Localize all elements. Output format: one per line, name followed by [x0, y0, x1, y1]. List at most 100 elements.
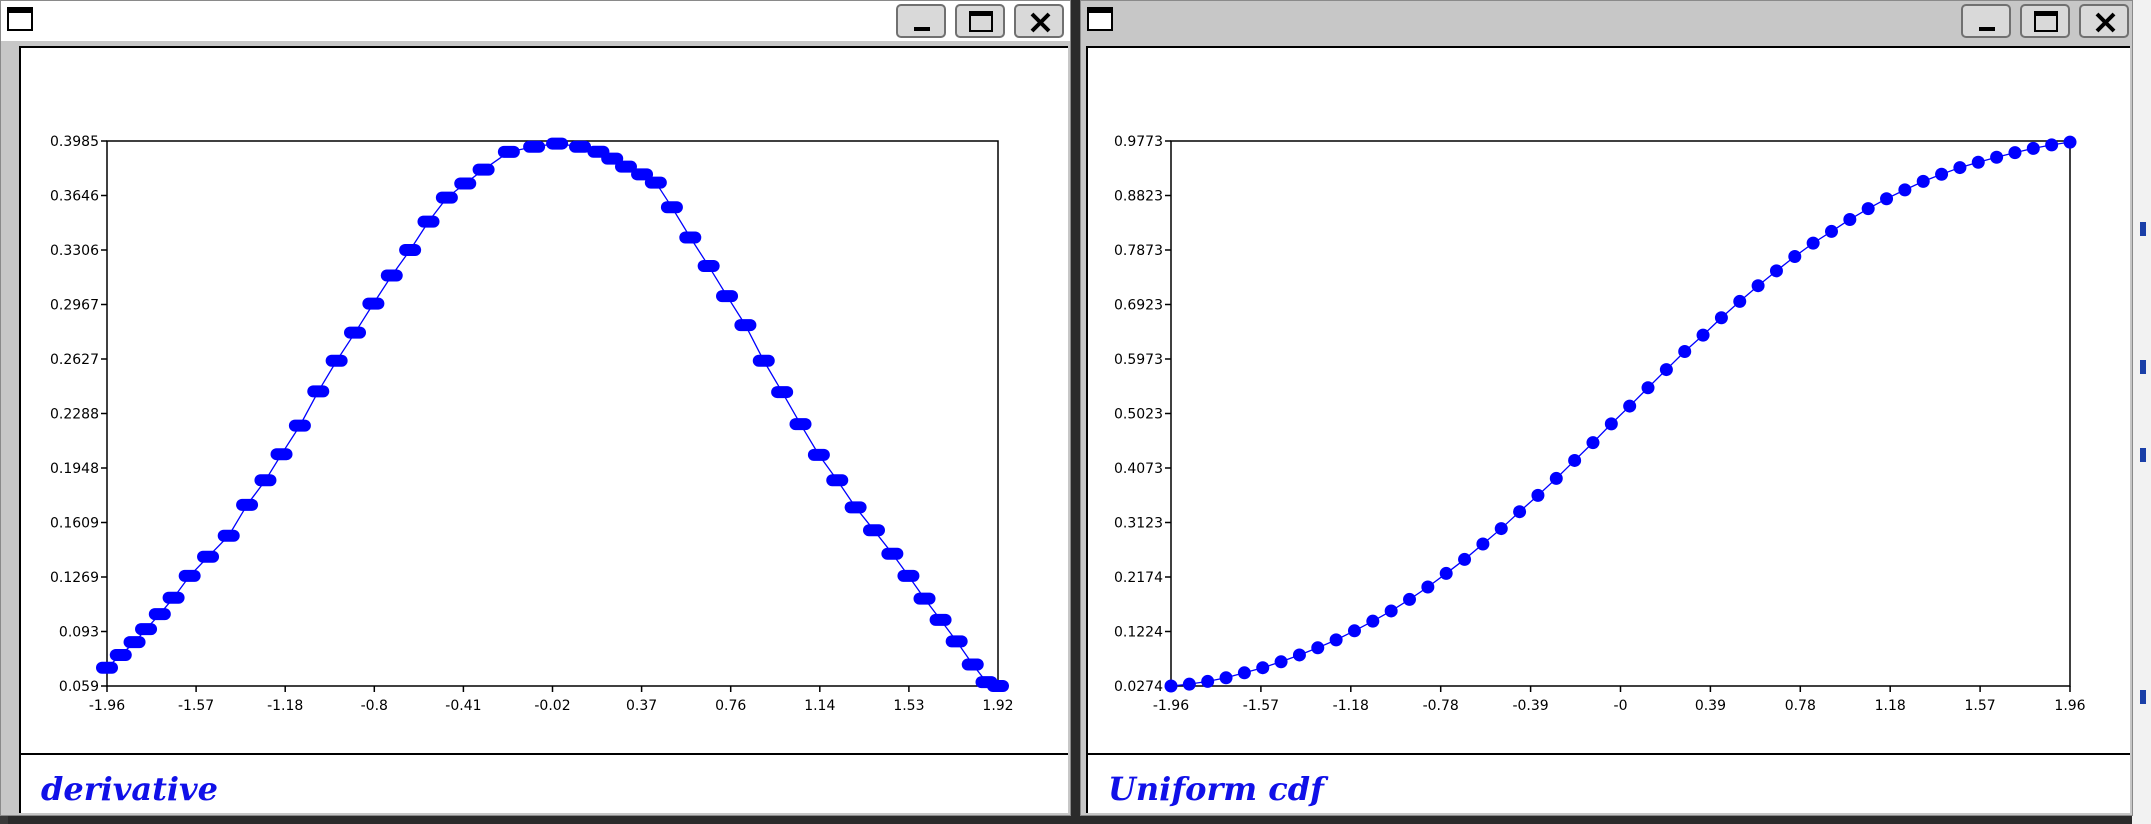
y-tick-label: 0.093 — [59, 625, 99, 641]
data-point — [1733, 294, 1747, 308]
data-point — [844, 501, 867, 514]
y-tick-label: 0.3985 — [50, 134, 99, 150]
close-button[interactable] — [2079, 4, 2129, 38]
minimize-button[interactable] — [1961, 4, 2011, 38]
x-tick-label: -0.8 — [361, 698, 388, 714]
plot-area: 0.059 0.093 0.1269 0.1609 0.1948 0.2288 0.2627… — [19, 46, 1068, 813]
data-point — [1476, 537, 1490, 551]
data-point — [1623, 399, 1637, 413]
data-point — [2045, 138, 2059, 152]
data-point — [1329, 633, 1343, 647]
data-point — [1696, 328, 1710, 342]
data-point — [660, 201, 683, 214]
data-point — [1494, 522, 1508, 536]
plot-area: 0.0274 0.1224 0.2174 0.3123 0.4073 0.5023 0.59… — [1086, 46, 2130, 813]
data-point — [1439, 566, 1453, 580]
data-point — [1824, 224, 1838, 238]
data-point — [1292, 648, 1306, 662]
x-tick-label: -1.57 — [1243, 698, 1279, 714]
data-point — [1164, 679, 1178, 693]
data-point — [1366, 614, 1380, 628]
x-tick-label: 0.39 — [1695, 698, 1726, 714]
window-titlebar[interactable] — [1081, 1, 2132, 41]
data-point — [1219, 671, 1233, 685]
x-tick-label: 1.53 — [893, 698, 924, 714]
y-tick-label: 0.0274 — [1114, 679, 1163, 695]
data-point — [697, 260, 720, 273]
data-point — [1531, 488, 1545, 502]
data-point — [644, 176, 667, 189]
data-point — [881, 547, 904, 560]
x-tick-label: 1.14 — [804, 698, 835, 714]
y-tick-label: 0.1948 — [50, 461, 99, 477]
maximize-icon — [2034, 11, 2058, 32]
data-point — [771, 386, 794, 399]
x-tick-label: -0.41 — [445, 698, 481, 714]
caption-divider — [21, 753, 1068, 755]
x-tick-label: 0.78 — [1785, 698, 1816, 714]
data-point — [716, 290, 739, 303]
data-point — [826, 474, 849, 487]
y-tick-label: 0.2174 — [1114, 570, 1163, 586]
plot-window-derivative: 0.059 0.093 0.1269 0.1609 0.1948 0.2288 0.2627… — [0, 0, 1071, 816]
data-point — [1641, 381, 1655, 395]
x-tick-label: -0.39 — [1512, 698, 1548, 714]
x-tick-label: 0.76 — [715, 698, 746, 714]
data-point — [148, 608, 171, 621]
data-point — [1604, 417, 1618, 431]
y-tick-label: 0.9773 — [1114, 134, 1163, 150]
data-point — [1384, 604, 1398, 618]
close-icon — [1030, 12, 1051, 33]
data-point — [789, 418, 812, 431]
data-point — [254, 474, 277, 487]
x-tick-label: -0.78 — [1423, 698, 1459, 714]
data-point — [1953, 161, 1967, 175]
data-point — [1971, 155, 1985, 169]
data-point — [1549, 471, 1563, 485]
data-point — [362, 297, 385, 310]
maximize-button[interactable] — [2020, 4, 2070, 38]
y-tick-label: 0.1609 — [50, 516, 99, 532]
plot-caption: derivative — [41, 770, 218, 808]
x-tick-label: -1.96 — [1153, 698, 1189, 714]
y-tick-label: 0.1269 — [50, 570, 99, 586]
data-point — [497, 145, 520, 158]
x-tick-label: -0 — [1614, 698, 1628, 714]
data-point — [546, 137, 569, 150]
data-point — [862, 524, 885, 537]
minimize-button[interactable] — [896, 4, 946, 38]
data-point — [1861, 202, 1875, 216]
window-menu-icon[interactable] — [1087, 7, 1113, 31]
y-tick-label: 0.7873 — [1114, 243, 1163, 259]
maximize-button[interactable] — [955, 4, 1005, 38]
data-point — [987, 680, 1009, 692]
close-button[interactable] — [1014, 4, 1064, 38]
maximize-icon — [969, 11, 993, 32]
window-menu-icon[interactable] — [7, 7, 33, 31]
data-point — [631, 168, 654, 181]
x-tick-label: -0.02 — [534, 698, 570, 714]
y-tick-label: 0.5023 — [1114, 407, 1163, 423]
data-point — [197, 550, 220, 563]
x-tick-label: 1.57 — [1965, 698, 1996, 714]
window-titlebar[interactable] — [1, 1, 1070, 41]
data-point — [523, 140, 546, 153]
data-point — [1788, 249, 1802, 263]
x-tick-label: -1.96 — [89, 698, 125, 714]
data-point — [1237, 666, 1251, 680]
data-point — [1843, 212, 1857, 226]
data-point — [1311, 641, 1325, 655]
data-point — [1916, 174, 1930, 188]
data-point — [399, 244, 422, 256]
data-point — [569, 140, 592, 153]
data-point — [325, 354, 348, 367]
caption-divider — [1088, 753, 2130, 755]
series-line — [106, 142, 999, 687]
data-point — [472, 163, 495, 176]
x-tick-label: -1.18 — [267, 698, 303, 714]
y-tick-label: 0.8823 — [1114, 189, 1163, 205]
data-point — [734, 319, 757, 332]
data-point — [897, 569, 920, 582]
data-point — [454, 177, 477, 190]
data-point — [1898, 183, 1912, 197]
